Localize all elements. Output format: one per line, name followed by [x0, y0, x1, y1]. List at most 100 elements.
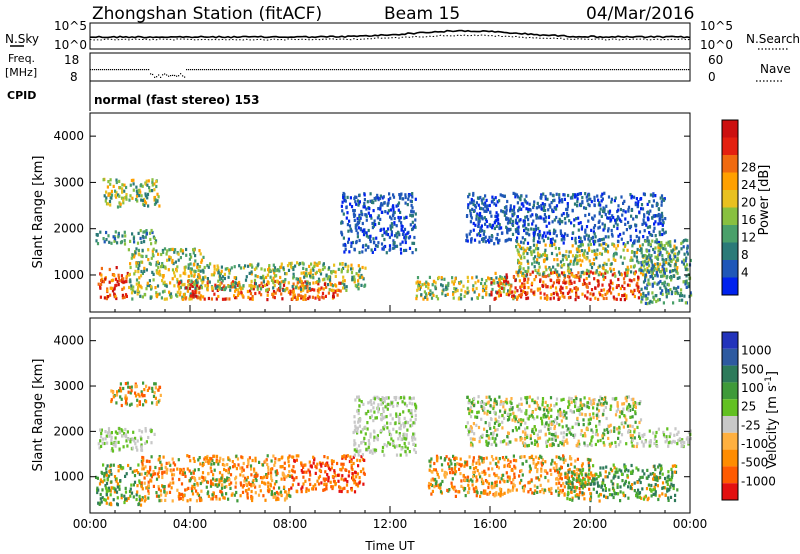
heatmap-cell — [132, 495, 135, 499]
heatmap-cell — [575, 217, 578, 221]
heatmap-cell — [414, 212, 417, 216]
heatmap-cell — [669, 270, 672, 274]
heatmap-cell — [398, 412, 402, 416]
heatmap-cell — [562, 280, 565, 285]
heatmap-cell — [165, 297, 168, 301]
heatmap-cell — [539, 296, 542, 300]
heatmap-cell — [607, 227, 610, 231]
heatmap-cell — [592, 239, 595, 243]
heatmap-cell — [207, 296, 210, 301]
heatmap-cell — [485, 284, 488, 289]
heatmap-cell — [150, 429, 153, 433]
heatmap-cell — [147, 248, 150, 252]
heatmap-cell — [127, 437, 130, 441]
power-heatmap — [95, 177, 693, 306]
heatmap-cell — [351, 240, 355, 245]
heatmap-cell — [459, 293, 463, 297]
heatmap-cell — [659, 270, 663, 274]
heatmap-cell — [363, 201, 366, 206]
heatmap-cell — [654, 274, 657, 278]
heatmap-cell — [280, 280, 283, 284]
heatmap-cell — [355, 202, 358, 206]
heatmap-cell — [537, 268, 540, 272]
heatmap-cell — [383, 231, 386, 235]
heatmap-cell — [302, 288, 305, 292]
heatmap-cell — [319, 272, 323, 276]
heatmap-cell — [110, 503, 113, 507]
heatmap-cell — [104, 199, 107, 203]
heatmap-cell — [198, 496, 201, 500]
heatmap-cell — [267, 268, 270, 272]
heatmap-cell — [185, 286, 188, 290]
heatmap-cell — [300, 271, 303, 275]
heatmap-cell — [260, 267, 263, 271]
heatmap-cell — [266, 454, 269, 458]
heatmap-cell — [531, 262, 534, 266]
heatmap-cell — [291, 469, 295, 473]
heatmap-cell — [466, 239, 469, 243]
heatmap-cell — [184, 474, 187, 478]
heatmap-cell — [646, 216, 649, 220]
heatmap-cell — [678, 250, 681, 254]
freq-point — [290, 69, 292, 71]
heatmap-cell — [135, 194, 139, 198]
heatmap-cell — [497, 213, 500, 217]
heatmap-cell — [397, 208, 400, 212]
heatmap-cell — [157, 265, 160, 269]
heatmap-cell — [196, 284, 199, 288]
freq-point — [246, 69, 248, 71]
heatmap-cell — [121, 187, 124, 191]
heatmap-cell — [420, 293, 423, 297]
heatmap-cell — [143, 269, 146, 273]
heatmap-cell — [389, 215, 392, 219]
freq-point — [626, 69, 628, 71]
heatmap-cell — [172, 473, 176, 477]
heatmap-cell — [643, 214, 646, 219]
heatmap-cell — [546, 256, 549, 260]
heatmap-cell — [483, 282, 487, 286]
heatmap-cell — [349, 196, 352, 200]
heatmap-cell — [122, 466, 125, 470]
heatmap-cell — [145, 486, 148, 490]
heatmap-cell — [222, 496, 225, 500]
heatmap-cell — [148, 279, 151, 283]
heatmap-cell — [549, 488, 552, 493]
heatmap-cell — [121, 429, 124, 433]
heatmap-cell — [552, 281, 555, 285]
freq-point — [484, 69, 486, 71]
heatmap-cell — [253, 483, 256, 487]
freq-point — [582, 69, 584, 71]
heatmap-cell — [528, 202, 531, 206]
heatmap-cell — [515, 193, 519, 197]
heatmap-cell — [451, 280, 454, 284]
heatmap-cell — [245, 482, 248, 486]
freq-point — [378, 69, 380, 71]
heatmap-cell — [509, 209, 512, 213]
heatmap-cell — [524, 249, 527, 253]
heatmap-cell — [593, 198, 596, 203]
heatmap-cell — [389, 227, 392, 231]
heatmap-cell — [452, 292, 455, 296]
heatmap-cell — [150, 475, 153, 479]
heatmap-cell — [490, 281, 493, 285]
heatmap-cell — [503, 275, 507, 279]
heatmap-cell — [316, 288, 319, 293]
heatmap-cell — [244, 476, 247, 480]
heatmap-cell — [227, 284, 230, 289]
heatmap-cell — [498, 492, 501, 496]
heatmap-cell — [676, 276, 679, 280]
freq-point — [670, 69, 672, 71]
heatmap-cell — [280, 262, 283, 266]
heatmap-cell — [454, 462, 457, 467]
heatmap-cell — [544, 265, 547, 269]
heatmap-cell — [436, 470, 439, 474]
heatmap-cell — [293, 470, 296, 474]
heatmap-cell — [160, 296, 163, 300]
freq-point — [264, 69, 266, 71]
heatmap-cell — [165, 491, 169, 495]
heatmap-cell — [359, 459, 362, 463]
heatmap-cell — [107, 180, 110, 184]
heatmap-cell — [676, 290, 679, 294]
heatmap-cell — [207, 279, 210, 283]
heatmap-cell — [158, 292, 161, 296]
